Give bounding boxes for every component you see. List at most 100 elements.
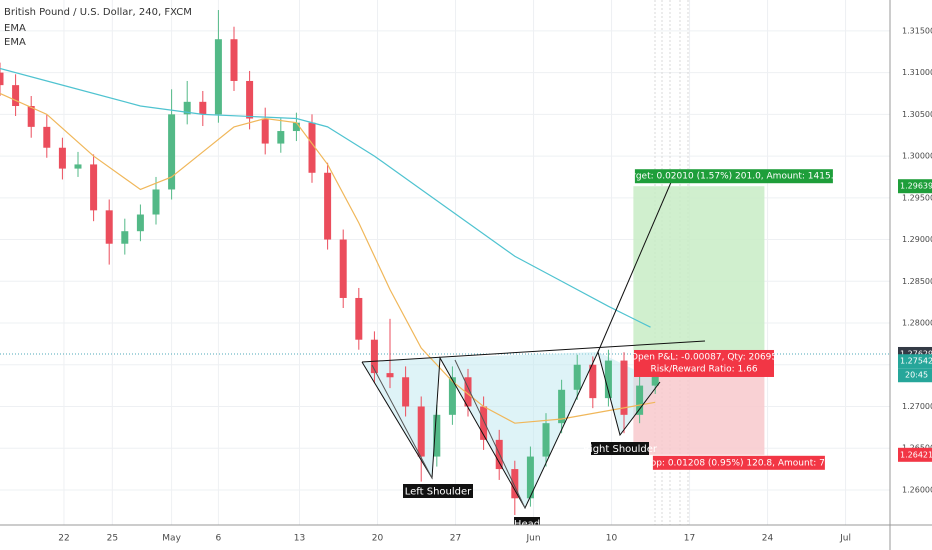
candle-body: [261, 118, 269, 144]
ema-line: [0, 67, 651, 328]
x-tick-label: Jun: [526, 534, 541, 544]
x-tick-label: Jul: [839, 534, 851, 544]
y-tick-label: 1.31500: [902, 26, 932, 35]
y-tick-label: 1.30000: [902, 152, 932, 161]
candle-body: [27, 106, 35, 127]
pattern-lines: [361, 179, 706, 510]
candle-body: [480, 406, 488, 440]
candle-body: [386, 373, 394, 378]
candle-body: [308, 122, 316, 173]
x-tick-label: 13: [294, 534, 305, 544]
candle-body: [417, 406, 425, 457]
candle-body: [636, 385, 644, 415]
price-tag: [898, 354, 932, 369]
candle-body: [339, 239, 347, 298]
candle-body: [589, 364, 597, 399]
y-tick-label: 1.26000: [902, 485, 932, 494]
pattern-line: [454, 359, 526, 509]
candle-body: [511, 469, 519, 499]
price-axis: [890, 0, 932, 550]
pattern-line: [371, 364, 433, 479]
annotation: Left Shoulder: [405, 487, 472, 498]
y-tick-label: 1.29000: [902, 235, 932, 244]
candle-body: [277, 131, 285, 144]
pattern-area: [598, 352, 660, 435]
candle-body: [324, 172, 332, 240]
candle-body: [105, 210, 113, 244]
chart-title: British Pound / U.S. Dollar, 240, FXCM: [4, 7, 192, 18]
x-tick-label: 17: [684, 534, 695, 544]
x-tick-label: 25: [107, 534, 118, 544]
price-tag: [898, 447, 932, 462]
candle-body: [448, 377, 456, 415]
y-tick-label: 1.28000: [902, 319, 932, 328]
candle-body: [230, 39, 238, 81]
x-tick-label: May: [162, 534, 181, 544]
y-tick-label: 1.27000: [902, 402, 932, 411]
candle-body: [168, 114, 176, 190]
pattern-labels: Left Shoulder Head Right Shoulder: [403, 442, 658, 530]
position-label: Stop: 0.01208 (0.95%) 120.8, Amount: 750: [641, 458, 836, 468]
candle-body: [183, 101, 191, 115]
label-box: [634, 169, 833, 184]
x-tick-label: 22: [58, 534, 69, 544]
candle-body: [526, 456, 534, 499]
price-tag-label: 1.27629: [900, 349, 932, 358]
candle-body: [292, 122, 300, 132]
candle-body: [370, 339, 378, 374]
x-tick-label: 24: [762, 534, 774, 544]
position-label: Open P&L: -0.00087, Qty: 20695: [631, 352, 777, 362]
candle-body: [43, 126, 51, 148]
ema-line: [0, 92, 656, 424]
candle-body: [121, 231, 129, 244]
candle-body: [573, 364, 581, 390]
label-box: [652, 455, 825, 470]
time-axis: [0, 525, 932, 550]
x-tick-label: 27: [450, 534, 461, 544]
axes: 1.31500 1.31000 1.30500 1.30000 1.29500 1.290…: [58, 26, 932, 544]
y-tick-label: 1.28500: [902, 277, 932, 286]
position-label: Target: 0.02010 (1.57%) 201.0, Amount: 1…: [622, 172, 845, 182]
candle-body: [620, 360, 628, 415]
position-label: Risk/Reward Ratio: 1.66: [650, 364, 757, 374]
candle-body: [433, 414, 441, 457]
candle-body: [214, 39, 222, 115]
x-tick-label: 6: [216, 534, 222, 544]
candle-body: [90, 164, 98, 211]
target-projection: [597, 179, 673, 353]
annotation: Right Shoulder: [583, 444, 658, 455]
label-box: [634, 349, 774, 377]
label-box: [591, 442, 649, 455]
x-tick-label: 20: [372, 534, 384, 544]
label-box: [403, 484, 473, 498]
price-tag-label: 1.29639: [900, 182, 932, 191]
candle-body: [402, 377, 410, 407]
candle-body: [74, 164, 82, 169]
candle-body: [136, 214, 144, 232]
legend-entry: EMA: [4, 23, 26, 34]
profit-zone: [633, 186, 765, 354]
countdown-box: [898, 368, 932, 383]
candle-body: [246, 80, 254, 119]
neckline: [361, 340, 706, 363]
price-tag-label: 1.27542: [900, 357, 932, 366]
candle-body: [604, 360, 612, 399]
price-tag-label: 1.26421: [900, 450, 932, 459]
y-tick-label: 1.30500: [902, 110, 932, 119]
y-tick-label: 1.29500: [902, 193, 932, 202]
candle-body: [12, 85, 20, 107]
price-tag: [898, 179, 932, 194]
candle-body: [558, 389, 566, 424]
countdown: 20:45: [905, 371, 928, 380]
candle-body: [0, 72, 4, 86]
candle-body: [199, 101, 207, 115]
candle-body: [542, 423, 550, 457]
position-tool: [0, 186, 890, 455]
candle-body: [355, 297, 363, 340]
y-tick-label: 1.31000: [902, 68, 932, 77]
x-tick-label: 10: [606, 534, 618, 544]
candle-body: [464, 377, 472, 407]
candle-body: [152, 189, 160, 215]
candle-body: [58, 147, 66, 169]
